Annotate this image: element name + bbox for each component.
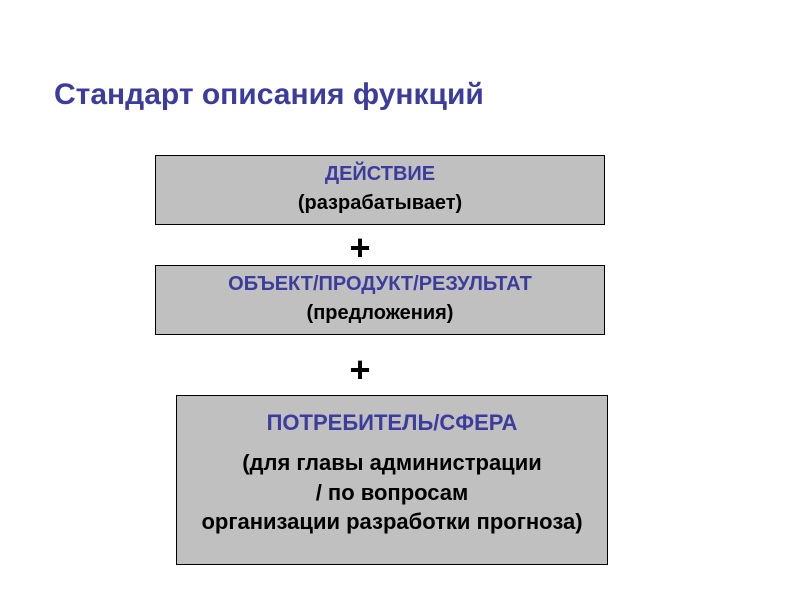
box-consumer-line-0: (для главы администрации: [242, 448, 542, 478]
box-action-line-0: (разрабатывает): [298, 190, 462, 217]
box-consumer: ПОТРЕБИТЕЛЬ/СФЕРА (для главы администрац…: [176, 395, 608, 565]
box-consumer-line-1: / по вопросам: [316, 478, 469, 508]
page-title: Стандарт описания функций: [54, 78, 484, 112]
box-object-heading: ОБЪЕКТ/ПРОДУКТ/РЕЗУЛЬТАТ: [228, 273, 532, 296]
box-action: ДЕЙСТВИЕ (разрабатывает): [155, 155, 605, 225]
box-consumer-line-2: организации разработки прогноза): [201, 507, 582, 537]
box-object: ОБЪЕКТ/ПРОДУКТ/РЕЗУЛЬТАТ (предложения): [155, 265, 605, 335]
box-action-heading: ДЕЙСТВИЕ: [325, 163, 435, 186]
box-object-line-0: (предложения): [307, 300, 454, 327]
diagram-canvas: Стандарт описания функций ДЕЙСТВИЕ (разр…: [0, 0, 800, 600]
box-consumer-heading: ПОТРЕБИТЕЛЬ/СФЕРА: [267, 410, 518, 436]
plus-icon: +: [349, 349, 370, 391]
plus-icon: +: [349, 227, 370, 269]
